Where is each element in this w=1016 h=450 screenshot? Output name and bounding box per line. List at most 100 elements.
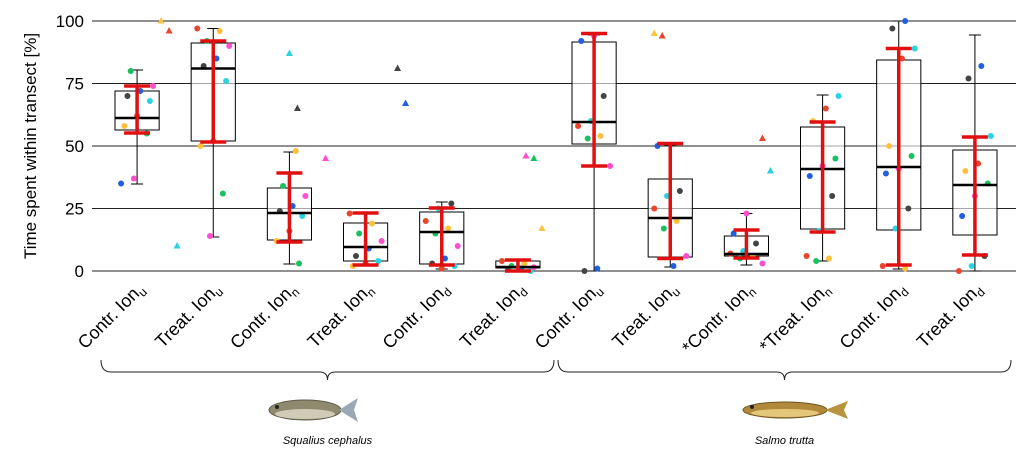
data-point bbox=[889, 26, 895, 32]
data-point bbox=[217, 28, 223, 34]
outlier bbox=[767, 167, 774, 174]
category-name: Contr. Ion bbox=[226, 283, 295, 352]
data-point bbox=[988, 133, 994, 139]
outlier bbox=[174, 242, 181, 249]
data-point bbox=[575, 123, 581, 129]
data-point bbox=[293, 148, 299, 154]
outlier bbox=[166, 27, 173, 34]
y-axis-label: Time spent within transect [%] bbox=[21, 33, 40, 259]
data-point bbox=[601, 93, 607, 99]
data-point bbox=[829, 193, 835, 199]
group-brace bbox=[558, 360, 1011, 380]
data-point bbox=[121, 123, 127, 129]
fish-salmo bbox=[743, 401, 848, 419]
data-point bbox=[823, 106, 829, 112]
data-point bbox=[280, 183, 286, 189]
data-point bbox=[455, 243, 461, 249]
data-point bbox=[302, 193, 308, 199]
data-point bbox=[753, 241, 759, 247]
y-tick-label: 100 bbox=[56, 12, 84, 31]
data-point bbox=[670, 263, 676, 269]
data-point bbox=[356, 231, 362, 237]
data-point bbox=[150, 83, 156, 89]
outlier bbox=[522, 152, 529, 159]
data-point bbox=[807, 173, 813, 179]
data-point bbox=[226, 43, 232, 49]
data-point bbox=[832, 156, 838, 162]
x-tick-label: Treat. Ionu bbox=[151, 279, 226, 354]
group-label: Squalius cephalus bbox=[283, 435, 373, 447]
x-tick-label: Contr. Ionu bbox=[74, 279, 150, 355]
category-name: Contr. Ion bbox=[379, 283, 448, 352]
data-point bbox=[651, 206, 657, 212]
data-point bbox=[836, 93, 842, 99]
outlier bbox=[530, 155, 537, 162]
data-point bbox=[128, 68, 134, 74]
group-label: Salmo trutta bbox=[755, 435, 814, 447]
data-point bbox=[369, 221, 375, 227]
x-tick-label: *Treat. Ionn bbox=[756, 279, 836, 359]
y-tick-label: 75 bbox=[65, 75, 84, 94]
outlier bbox=[322, 155, 329, 162]
y-tick-label: 0 bbox=[75, 262, 84, 281]
outlier bbox=[759, 135, 766, 142]
data-point bbox=[594, 266, 600, 272]
data-point bbox=[597, 133, 603, 139]
x-tick-label: Contr. Ionn bbox=[226, 279, 302, 355]
data-point bbox=[905, 206, 911, 212]
y-tick-label: 25 bbox=[65, 200, 84, 219]
outlier bbox=[538, 225, 545, 232]
x-tick-label: Treat. Ionu bbox=[608, 279, 683, 354]
category-name: Treat. Ion bbox=[913, 283, 981, 351]
data-point bbox=[978, 63, 984, 69]
data-point bbox=[375, 258, 381, 264]
data-point bbox=[661, 226, 667, 232]
data-point bbox=[959, 213, 965, 219]
outlier bbox=[659, 32, 666, 39]
x-tick-label: Treat. Ionn bbox=[304, 279, 379, 354]
data-point bbox=[585, 136, 591, 142]
data-point bbox=[223, 78, 229, 84]
outlier bbox=[286, 50, 293, 57]
data-point bbox=[147, 98, 153, 104]
data-point bbox=[118, 181, 124, 187]
data-point bbox=[759, 261, 765, 267]
data-point bbox=[826, 256, 832, 262]
data-point bbox=[813, 258, 819, 264]
y-tick-label: 50 bbox=[65, 137, 84, 156]
x-tick-label: Contr. Iond bbox=[379, 279, 455, 355]
data-point bbox=[124, 93, 130, 99]
x-tick-label: Contr. Ionu bbox=[531, 279, 607, 355]
x-tick-label: Contr. Iond bbox=[836, 279, 912, 355]
data-point bbox=[969, 263, 975, 269]
category-name: Contr. Ion bbox=[74, 283, 143, 352]
data-point bbox=[607, 163, 613, 169]
data-point bbox=[194, 26, 200, 32]
data-point bbox=[499, 258, 505, 264]
category-name: Treat. Ion bbox=[304, 283, 372, 351]
data-point bbox=[220, 191, 226, 197]
data-point bbox=[197, 143, 203, 149]
category-name: Contr. Ion bbox=[836, 283, 905, 352]
data-point bbox=[966, 76, 972, 82]
data-point bbox=[445, 226, 451, 232]
category-name: Treat. Ion bbox=[608, 283, 676, 351]
data-point bbox=[423, 218, 429, 224]
category-name: *Treat. Ion bbox=[756, 283, 829, 356]
data-point bbox=[379, 238, 385, 244]
data-point bbox=[880, 263, 886, 269]
data-point bbox=[912, 46, 918, 52]
data-point bbox=[804, 253, 810, 259]
data-point bbox=[883, 171, 889, 177]
data-point bbox=[296, 261, 302, 267]
data-point bbox=[347, 211, 353, 217]
data-point bbox=[677, 188, 683, 194]
outlier bbox=[394, 65, 401, 72]
x-tick-label: *Contr. Ionn bbox=[678, 279, 759, 360]
outlier bbox=[158, 17, 165, 24]
data-point bbox=[131, 176, 137, 182]
fish-squalius bbox=[269, 398, 358, 422]
data-point bbox=[581, 268, 587, 274]
category-name: Treat. Ion bbox=[151, 283, 219, 351]
category-name: Treat. Ion bbox=[456, 283, 524, 351]
